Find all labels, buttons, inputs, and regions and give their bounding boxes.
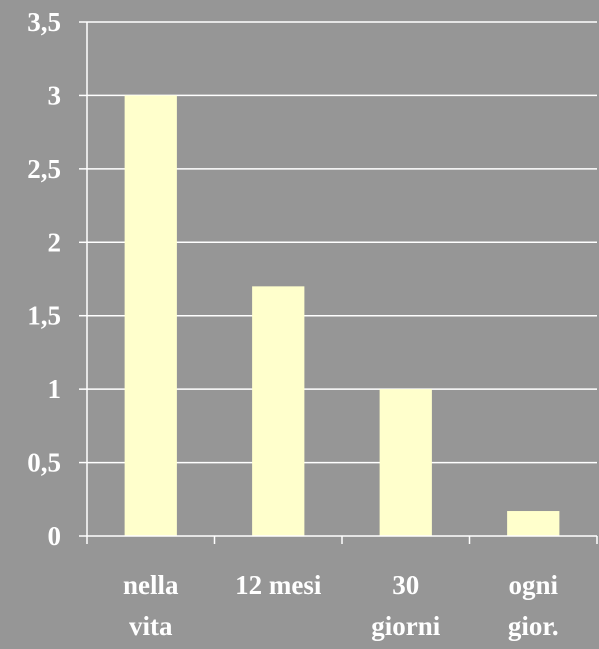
x-category-label-line: giorni [371,611,441,641]
y-tick-label: 3 [48,80,62,110]
x-category-label-line: 12 mesi [235,570,322,600]
x-category-label: nella vita [123,570,179,641]
y-tick-label: 2,5 [27,154,61,184]
bar [379,389,432,536]
x-category-label-line: vita [129,611,173,641]
y-tick-label: 1 [48,374,62,404]
y-tick-label: 0,5 [27,448,61,478]
x-category-label-line: ogni [508,570,558,600]
x-category-label: ogni gior. [508,570,559,641]
x-category-label-line: 30 [392,570,419,600]
bar [507,511,560,536]
y-tick-label: 2 [48,227,62,257]
x-category-label: 30 giorni [371,570,441,641]
y-tick-label: 1,5 [27,301,61,331]
x-category-label: 12 mesi [235,570,322,600]
bar [252,286,305,536]
y-tick-labels: 0 0,5 1 1,5 2 2,5 3 3,5 [27,7,61,551]
x-category-labels: nella vita 12 mesi 30 giorni ogni gior. [123,570,559,641]
y-tick-label: 3,5 [27,7,61,37]
bars [124,95,560,536]
axes [79,21,598,544]
x-category-label-line: gior. [508,611,559,641]
bar [124,95,177,536]
y-tick-label: 0 [48,521,62,551]
x-category-label-line: nella [123,570,179,600]
